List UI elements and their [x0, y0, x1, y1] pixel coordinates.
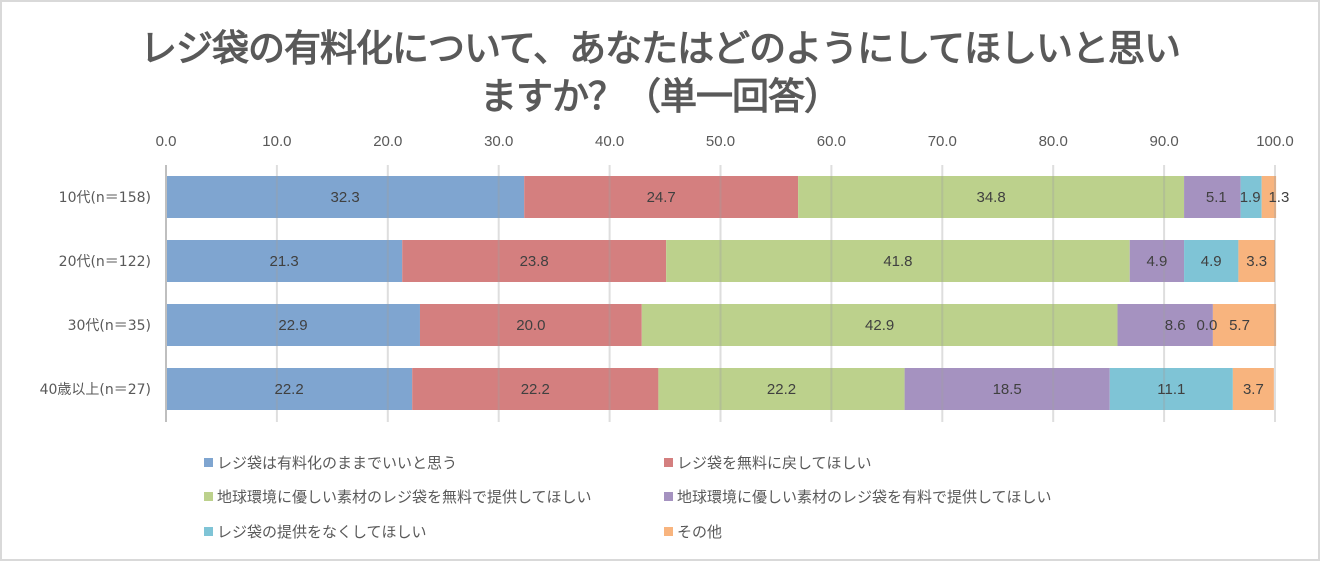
- category-label: 20代(n＝122): [59, 254, 151, 270]
- legend-swatch: [204, 458, 213, 467]
- bar-segment: [904, 368, 1110, 410]
- chart-title-line1: レジ袋の有料化について、あなたはどのようにしてほしいと思い: [140, 27, 1181, 70]
- data-label: 4.9: [1146, 253, 1167, 270]
- x-tick-label: 10.0: [262, 133, 291, 150]
- bar-segment: [1117, 304, 1213, 346]
- data-label: 5.7: [1229, 317, 1250, 334]
- data-label: 24.7: [647, 189, 676, 206]
- data-label: 5.1: [1206, 189, 1227, 206]
- category-label: 30代(n＝35): [68, 318, 151, 334]
- bar-segment: [658, 368, 905, 410]
- data-label: 22.2: [274, 381, 303, 398]
- x-tick-label: 30.0: [484, 133, 513, 150]
- data-label: 22.2: [521, 381, 550, 398]
- data-label: 0.0: [1196, 317, 1217, 334]
- data-label: 42.9: [865, 317, 894, 334]
- bar-segment: [1129, 240, 1185, 282]
- legend-item: 地球環境に優しい素材のレジ袋を無料で提供してほしい: [204, 486, 592, 507]
- bar-segment: [166, 240, 403, 282]
- bar-segment: [798, 176, 1185, 218]
- legend-swatch: [664, 527, 673, 536]
- legend-swatch: [664, 492, 673, 501]
- data-label: 20.0: [516, 317, 545, 334]
- bar-segment: [641, 304, 1118, 346]
- bar-segment: [1232, 368, 1274, 410]
- data-label: 22.2: [767, 381, 796, 398]
- data-label: 11.1: [1157, 381, 1185, 398]
- data-label: 23.8: [520, 253, 549, 270]
- x-tick-label: 100.0: [1256, 133, 1294, 150]
- bar-segment: [1184, 176, 1241, 218]
- legend-label: レジ袋の提供をなくしてほしい: [217, 523, 427, 541]
- legend-label: レジ袋を無料に戻してほしい: [677, 454, 872, 472]
- bar-segment: [1212, 304, 1277, 346]
- legend-item: レジ袋の提供をなくしてほしい: [204, 521, 427, 542]
- data-label: 21.3: [270, 253, 299, 270]
- data-label: 18.5: [993, 381, 1022, 398]
- category-label: 10代(n＝158): [59, 190, 151, 206]
- bar-segment: [1261, 176, 1277, 218]
- legend-item: レジ袋は有料化のままでいいと思う: [204, 452, 457, 473]
- legend-swatch: [204, 527, 213, 536]
- legend-item: 地球環境に優しい素材のレジ袋を有料で提供してほしい: [664, 486, 1052, 507]
- data-label: 1.3: [1268, 189, 1289, 206]
- bar-segment: [166, 368, 413, 410]
- legend-item: その他: [664, 521, 722, 542]
- legend-label: 地球環境に優しい素材のレジ袋を有料で提供してほしい: [677, 488, 1052, 506]
- bar-segment: [524, 176, 799, 218]
- bar-segment: [1238, 240, 1275, 282]
- bar-segment: [402, 240, 667, 282]
- data-label: 4.9: [1201, 253, 1222, 270]
- data-label: 1.9: [1240, 189, 1261, 206]
- data-label: 34.8: [976, 189, 1005, 206]
- bar-segment: [1184, 240, 1239, 282]
- bar-segment: [166, 176, 525, 218]
- bar-segment: [412, 368, 659, 410]
- x-tick-label: 20.0: [373, 133, 402, 150]
- legend-label: レジ袋は有料化のままでいいと思う: [217, 454, 458, 472]
- data-label: 32.3: [331, 189, 360, 206]
- x-tick-label: 50.0: [706, 133, 735, 150]
- data-label: 8.6: [1165, 317, 1186, 334]
- category-label: 40歳以上(n＝27): [40, 382, 151, 398]
- legend-item: レジ袋を無料に戻してほしい: [664, 452, 872, 473]
- legend-swatch: [204, 492, 213, 501]
- bar-segment: [166, 304, 420, 346]
- x-tick-label: 60.0: [817, 133, 846, 150]
- bar-segment: [666, 240, 1130, 282]
- x-tick-label: 80.0: [1039, 133, 1068, 150]
- data-label: 3.7: [1243, 381, 1264, 398]
- x-tick-label: 70.0: [928, 133, 957, 150]
- data-label: 41.8: [883, 253, 912, 270]
- x-tick-label: 0.0: [156, 133, 177, 150]
- bar-segment: [1109, 368, 1233, 410]
- legend-swatch: [664, 458, 673, 467]
- chart-title-line2: ますか？（単一回答）: [480, 75, 841, 118]
- data-label: 22.9: [278, 317, 307, 334]
- x-tick-label: 90.0: [1149, 133, 1178, 150]
- legend-label: その他: [677, 523, 723, 541]
- bar-segment: [419, 304, 642, 346]
- legend-label: 地球環境に優しい素材のレジ袋を無料で提供してほしい: [217, 488, 592, 506]
- bar-segment: [1240, 176, 1262, 218]
- data-label: 3.3: [1246, 253, 1267, 270]
- x-tick-label: 40.0: [595, 133, 624, 150]
